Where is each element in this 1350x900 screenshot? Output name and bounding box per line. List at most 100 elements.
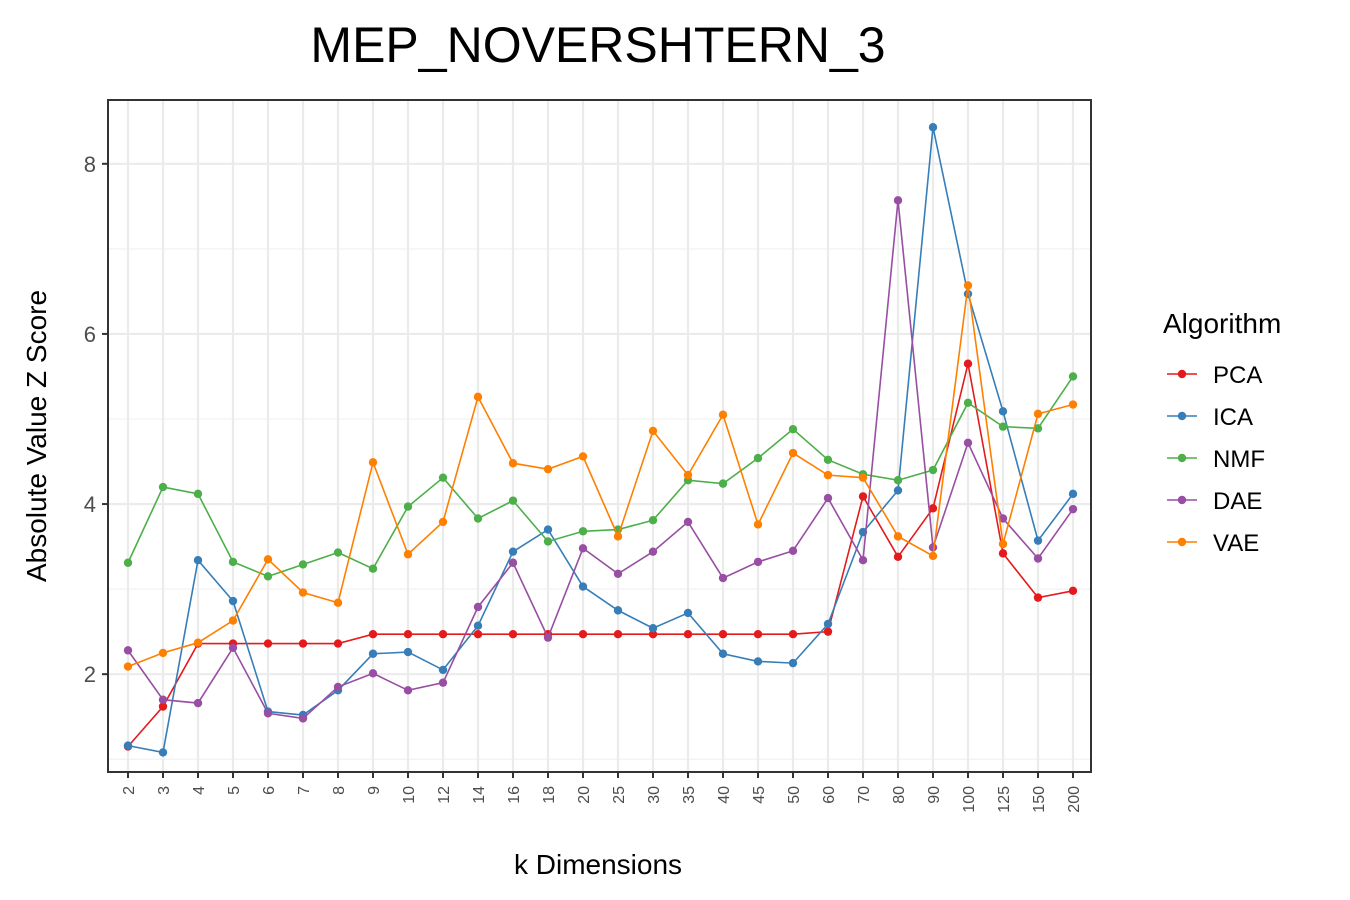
data-point xyxy=(193,555,203,565)
data-point xyxy=(928,123,938,132)
x-tick-label: 70 xyxy=(856,786,873,804)
data-point xyxy=(963,398,973,408)
data-point xyxy=(893,476,903,485)
data-point xyxy=(333,548,343,557)
data-point xyxy=(508,629,518,639)
data-point xyxy=(788,424,798,434)
data-point xyxy=(998,539,1008,549)
data-point xyxy=(718,410,728,419)
data-point xyxy=(753,520,763,529)
data-point xyxy=(193,698,203,708)
series-line xyxy=(127,376,1074,578)
series-line xyxy=(127,285,1074,668)
data-point xyxy=(543,633,553,642)
data-point xyxy=(263,572,273,581)
data-point xyxy=(1033,536,1043,545)
data-point xyxy=(1033,593,1043,602)
legend-item-vae: VAE xyxy=(1167,530,1259,557)
data-point xyxy=(613,532,623,541)
data-point xyxy=(613,569,623,579)
x-tick-label: 40 xyxy=(716,786,733,804)
x-tick-label: 3 xyxy=(156,786,173,795)
x-tick-label: 12 xyxy=(436,786,453,804)
data-point xyxy=(508,459,518,468)
y-tick-label: 2 xyxy=(84,662,96,687)
data-point xyxy=(333,682,343,692)
data-point xyxy=(403,647,413,657)
series-line xyxy=(127,363,1074,748)
data-point xyxy=(578,544,588,553)
x-tick-label: 10 xyxy=(401,786,418,804)
x-tick-label: 16 xyxy=(506,786,523,804)
x-tick-label: 60 xyxy=(821,786,838,804)
data-point xyxy=(123,741,133,750)
data-point xyxy=(438,473,448,482)
data-point xyxy=(683,517,693,527)
data-point xyxy=(473,629,483,639)
data-point xyxy=(683,470,693,480)
series-dae xyxy=(123,196,1078,723)
data-point xyxy=(1068,586,1078,596)
x-tick-label: 20 xyxy=(576,786,593,804)
data-point xyxy=(998,422,1008,431)
data-point xyxy=(508,496,518,505)
data-point xyxy=(648,516,658,525)
data-point xyxy=(683,608,693,618)
data-point xyxy=(158,702,168,711)
data-point xyxy=(473,621,483,630)
data-point xyxy=(648,624,658,633)
data-point xyxy=(368,564,378,573)
x-tick-label: 9 xyxy=(366,786,383,795)
y-tick-label: 6 xyxy=(84,322,96,347)
data-point xyxy=(298,588,308,597)
data-point xyxy=(613,629,623,639)
data-point xyxy=(403,502,413,511)
data-point xyxy=(788,658,798,668)
x-tick-label: 35 xyxy=(681,786,698,804)
data-point xyxy=(508,558,518,567)
x-tick-label: 90 xyxy=(926,786,943,804)
data-point xyxy=(298,639,308,648)
data-point xyxy=(788,448,798,458)
data-point xyxy=(158,648,168,658)
data-point xyxy=(438,665,448,675)
legend-key-point xyxy=(1177,537,1187,547)
data-point xyxy=(1068,372,1078,381)
legend-label: VAE xyxy=(1213,530,1259,557)
data-point xyxy=(263,709,273,718)
data-point xyxy=(1068,489,1078,499)
data-point xyxy=(963,438,973,448)
y-axis-title: Absolute Value Z Score xyxy=(21,290,52,582)
data-point xyxy=(123,662,133,671)
series-line xyxy=(127,200,1074,720)
legend: Algorithm PCA ICA NMF DAE VAE xyxy=(1163,308,1281,557)
x-tick-label: 50 xyxy=(786,786,803,804)
data-point xyxy=(718,629,728,639)
x-tick-label: 18 xyxy=(541,786,558,804)
x-tick-label: 2 xyxy=(121,786,138,795)
data-point xyxy=(368,629,378,639)
data-point xyxy=(963,359,973,368)
data-point xyxy=(123,646,133,655)
legend-label: PCA xyxy=(1213,362,1262,389)
data-point xyxy=(473,392,483,402)
data-point xyxy=(788,629,798,639)
data-point xyxy=(893,486,903,495)
data-point xyxy=(788,546,798,556)
x-tick-label: 6 xyxy=(261,786,278,795)
x-tick-label: 8 xyxy=(331,786,348,795)
data-point xyxy=(998,407,1008,416)
x-tick-label: 14 xyxy=(471,786,488,804)
y-tick-label: 4 xyxy=(84,492,96,517)
x-tick-label: 125 xyxy=(996,786,1013,813)
x-axis-title: k Dimensions xyxy=(514,849,682,880)
y-axis: 2 4 6 8 xyxy=(84,152,108,687)
legend-item-pca: PCA xyxy=(1167,362,1262,389)
data-point xyxy=(893,552,903,561)
data-point xyxy=(438,678,448,687)
data-point xyxy=(438,517,448,527)
data-point xyxy=(718,573,728,583)
data-point xyxy=(473,514,483,523)
series-nmf xyxy=(123,372,1078,581)
data-point xyxy=(753,557,763,567)
